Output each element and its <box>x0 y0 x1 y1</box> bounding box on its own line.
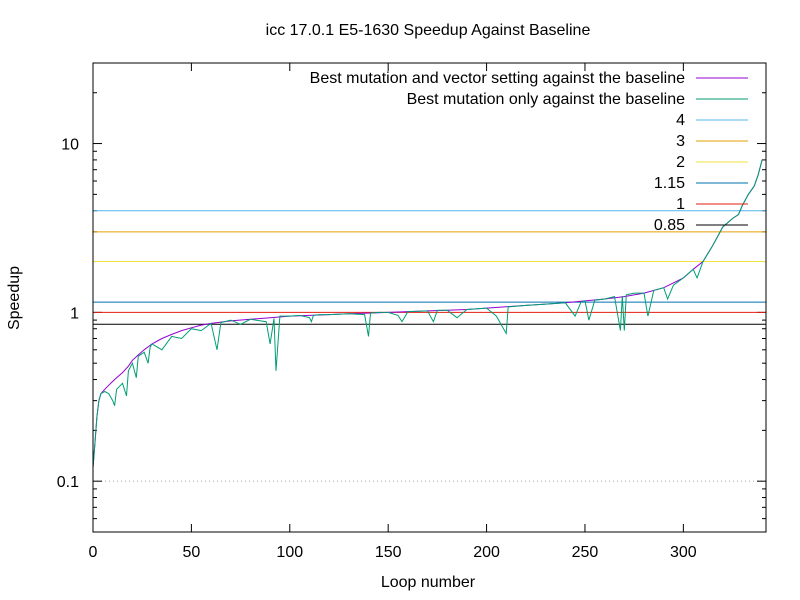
y-tick-label: 0.1 <box>57 474 79 491</box>
legend-label: 1 <box>676 196 685 213</box>
legend-label: 0.85 <box>654 217 685 234</box>
y-tick-label: 10 <box>61 137 79 154</box>
x-tick-label: 300 <box>670 544 697 561</box>
legend-label: Best mutation and vector setting against… <box>310 70 685 87</box>
x-tick-label: 250 <box>572 544 599 561</box>
y-tick-label: 1 <box>70 305 79 322</box>
x-tick-label: 150 <box>375 544 402 561</box>
legend-label: 1.15 <box>654 175 685 192</box>
plot-border <box>92 62 767 533</box>
series-line-1 <box>92 159 763 468</box>
x-tick-label: 0 <box>89 544 98 561</box>
x-tick-label: 100 <box>276 544 303 561</box>
chart-title: icc 17.0.1 E5-1630 Speedup Against Basel… <box>266 22 591 39</box>
x-tick-label: 50 <box>182 544 200 561</box>
legend-label: Best mutation only against the baseline <box>407 91 686 108</box>
legend: Best mutation and vector setting against… <box>310 70 748 234</box>
x-axis-label: Loop number <box>381 574 476 591</box>
x-tick-label: 200 <box>473 544 500 561</box>
legend-label: 2 <box>676 154 685 171</box>
y-axis-label: Speedup <box>6 266 23 330</box>
legend-label: 3 <box>676 133 685 150</box>
legend-label: 4 <box>676 112 685 129</box>
series-line-0 <box>92 159 763 468</box>
